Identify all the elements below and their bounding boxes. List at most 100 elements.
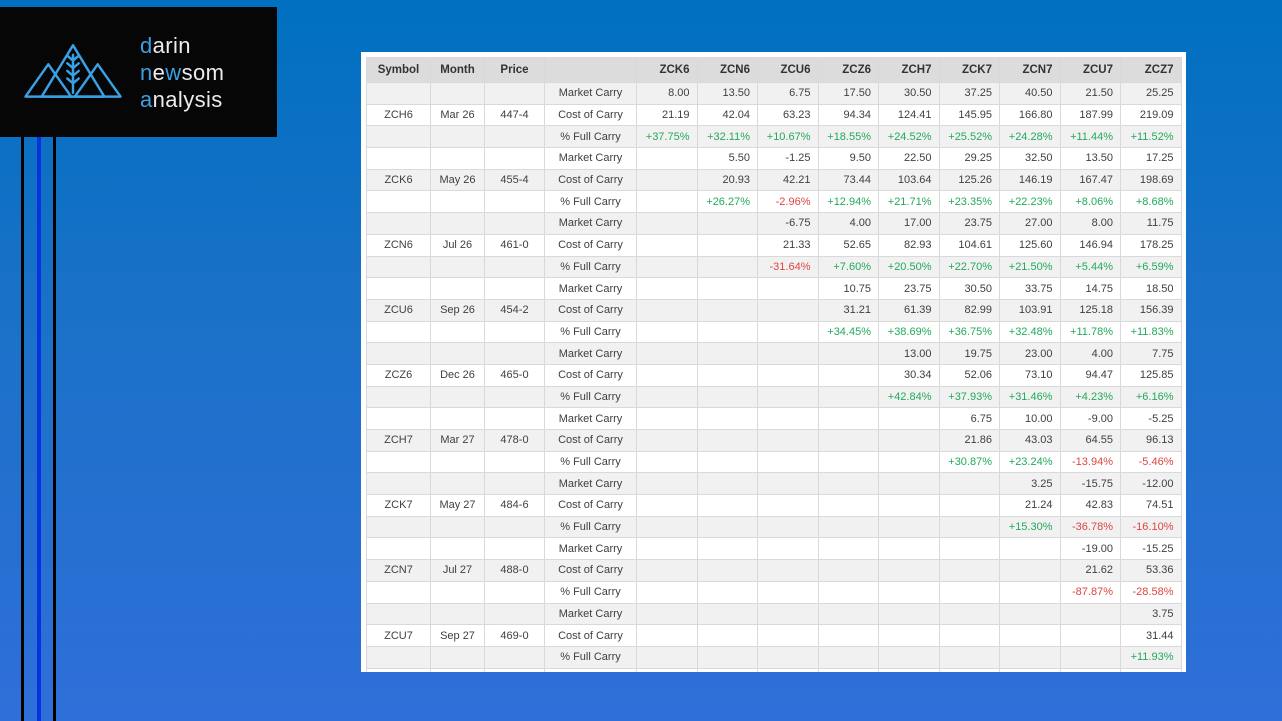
cell xyxy=(544,667,637,672)
cell xyxy=(636,168,698,192)
cell: 3.25 xyxy=(999,472,1061,496)
cell: 23.00 xyxy=(999,342,1061,365)
cell xyxy=(696,342,758,365)
cell: +10.67% xyxy=(757,125,819,149)
cell xyxy=(938,472,1000,496)
cell: ZCN7 xyxy=(366,559,431,582)
cell: % Full Carry xyxy=(544,190,637,214)
table-row: Market Carry -6.75 4.00 17.00 23.75 27.00 8.00… xyxy=(366,212,1182,235)
cell xyxy=(484,537,545,561)
carry-table-card: Symbol Month Price ZCK6 ZCN6 ZCU6 ZCZ6 ZCH7 ZCK7… xyxy=(361,52,1186,672)
cell: Market Carry xyxy=(544,537,637,561)
cell xyxy=(636,429,698,452)
column-header: Price xyxy=(484,57,545,83)
cell: +11.83% xyxy=(1120,320,1182,344)
cell xyxy=(696,212,758,235)
cell xyxy=(366,212,431,235)
cell xyxy=(430,277,485,300)
cell xyxy=(696,537,758,561)
cell: -31.64% xyxy=(757,255,819,279)
cell: 96.13 xyxy=(1120,429,1182,452)
cell xyxy=(696,255,758,279)
cell: ZCU6 xyxy=(366,298,431,322)
cell: 125.26 xyxy=(938,168,1000,192)
cell: 104.61 xyxy=(938,233,1000,257)
cell: ZCK6 xyxy=(366,168,431,192)
cell xyxy=(696,515,758,539)
cell xyxy=(484,580,545,604)
cell xyxy=(430,580,485,604)
column-header: ZCN7 xyxy=(999,57,1061,83)
logo-text-segment: som xyxy=(181,59,225,85)
logo-text-segment: e xyxy=(152,59,166,85)
cell xyxy=(757,515,819,539)
cell xyxy=(878,407,940,430)
cell xyxy=(366,472,431,496)
cell: +8.68% xyxy=(1120,190,1182,214)
cell xyxy=(430,515,485,539)
cell xyxy=(878,494,940,517)
cell: Sep 26 xyxy=(430,298,485,322)
cell xyxy=(696,559,758,582)
cell xyxy=(878,624,940,647)
cell: 32.50 xyxy=(999,147,1061,170)
cell xyxy=(757,645,819,669)
cell xyxy=(878,645,940,669)
table-row: ZCK7 May 27 484-6 Cost of Carry 21.24 42.83 74… xyxy=(366,494,1182,517)
cell: 11.75 xyxy=(1120,212,1182,235)
cell: 8.00 xyxy=(1059,212,1121,235)
cell xyxy=(366,667,431,672)
cell xyxy=(999,645,1061,669)
cell: 13.50 xyxy=(696,82,758,105)
cell: -15.25 xyxy=(1120,537,1182,561)
cell xyxy=(366,537,431,561)
cell: 53.36 xyxy=(1120,559,1182,582)
logo-text-segment: n xyxy=(140,59,153,85)
cell: Market Carry xyxy=(544,277,637,300)
cell: 103.91 xyxy=(999,298,1061,322)
cell xyxy=(366,190,431,214)
cell: +11.78% xyxy=(1059,320,1121,344)
cell: 146.19 xyxy=(999,168,1061,192)
table-row: % Full Carry +11.93% xyxy=(366,645,1182,669)
cell xyxy=(757,602,819,626)
cell: -15.75 xyxy=(1059,472,1121,496)
cell xyxy=(817,407,879,430)
cell xyxy=(636,190,698,214)
cell xyxy=(757,385,819,409)
cell: +24.28% xyxy=(999,125,1061,149)
cell: 21.24 xyxy=(999,494,1061,517)
cell xyxy=(366,407,431,430)
cell xyxy=(696,233,758,257)
cell: 447-4 xyxy=(484,103,545,127)
cell: 94.34 xyxy=(817,103,879,127)
table-row: % Full Carry +30.87% +23.24% -13.94% -5.46% xyxy=(366,450,1182,474)
cell: 73.44 xyxy=(817,168,879,192)
cell xyxy=(366,385,431,409)
cell xyxy=(484,147,545,170)
cell: +8.06% xyxy=(1059,190,1121,214)
cell xyxy=(817,559,879,582)
cell xyxy=(817,602,879,626)
cell xyxy=(696,320,758,344)
cell: % Full Carry xyxy=(544,385,637,409)
table-row: Market Carry 5.50 -1.25 9.50 22.50 29.25 32.50… xyxy=(366,147,1182,170)
cell: 30.34 xyxy=(878,363,940,387)
cell: 43.03 xyxy=(999,429,1061,452)
cell xyxy=(757,342,819,365)
table-body: Market Carry 8.00 13.50 6.75 17.50 30.50 37.25… xyxy=(366,82,1182,672)
cell xyxy=(757,320,819,344)
cell xyxy=(484,472,545,496)
cell xyxy=(430,537,485,561)
cell: -1.25 xyxy=(757,147,819,170)
cell: 40.50 xyxy=(999,82,1061,105)
cell xyxy=(1059,645,1121,669)
cell xyxy=(817,385,879,409)
cell xyxy=(878,429,940,452)
cell: 124.41 xyxy=(878,103,940,127)
cell: Cost of Carry xyxy=(544,103,637,127)
cell: +18.55% xyxy=(817,125,879,149)
cell: Jul 27 xyxy=(430,559,485,582)
table-row: ZCU6 Sep 26 454-2 Cost of Carry 31.21 61.39 82… xyxy=(366,298,1182,322)
cell: 484-6 xyxy=(484,494,545,517)
